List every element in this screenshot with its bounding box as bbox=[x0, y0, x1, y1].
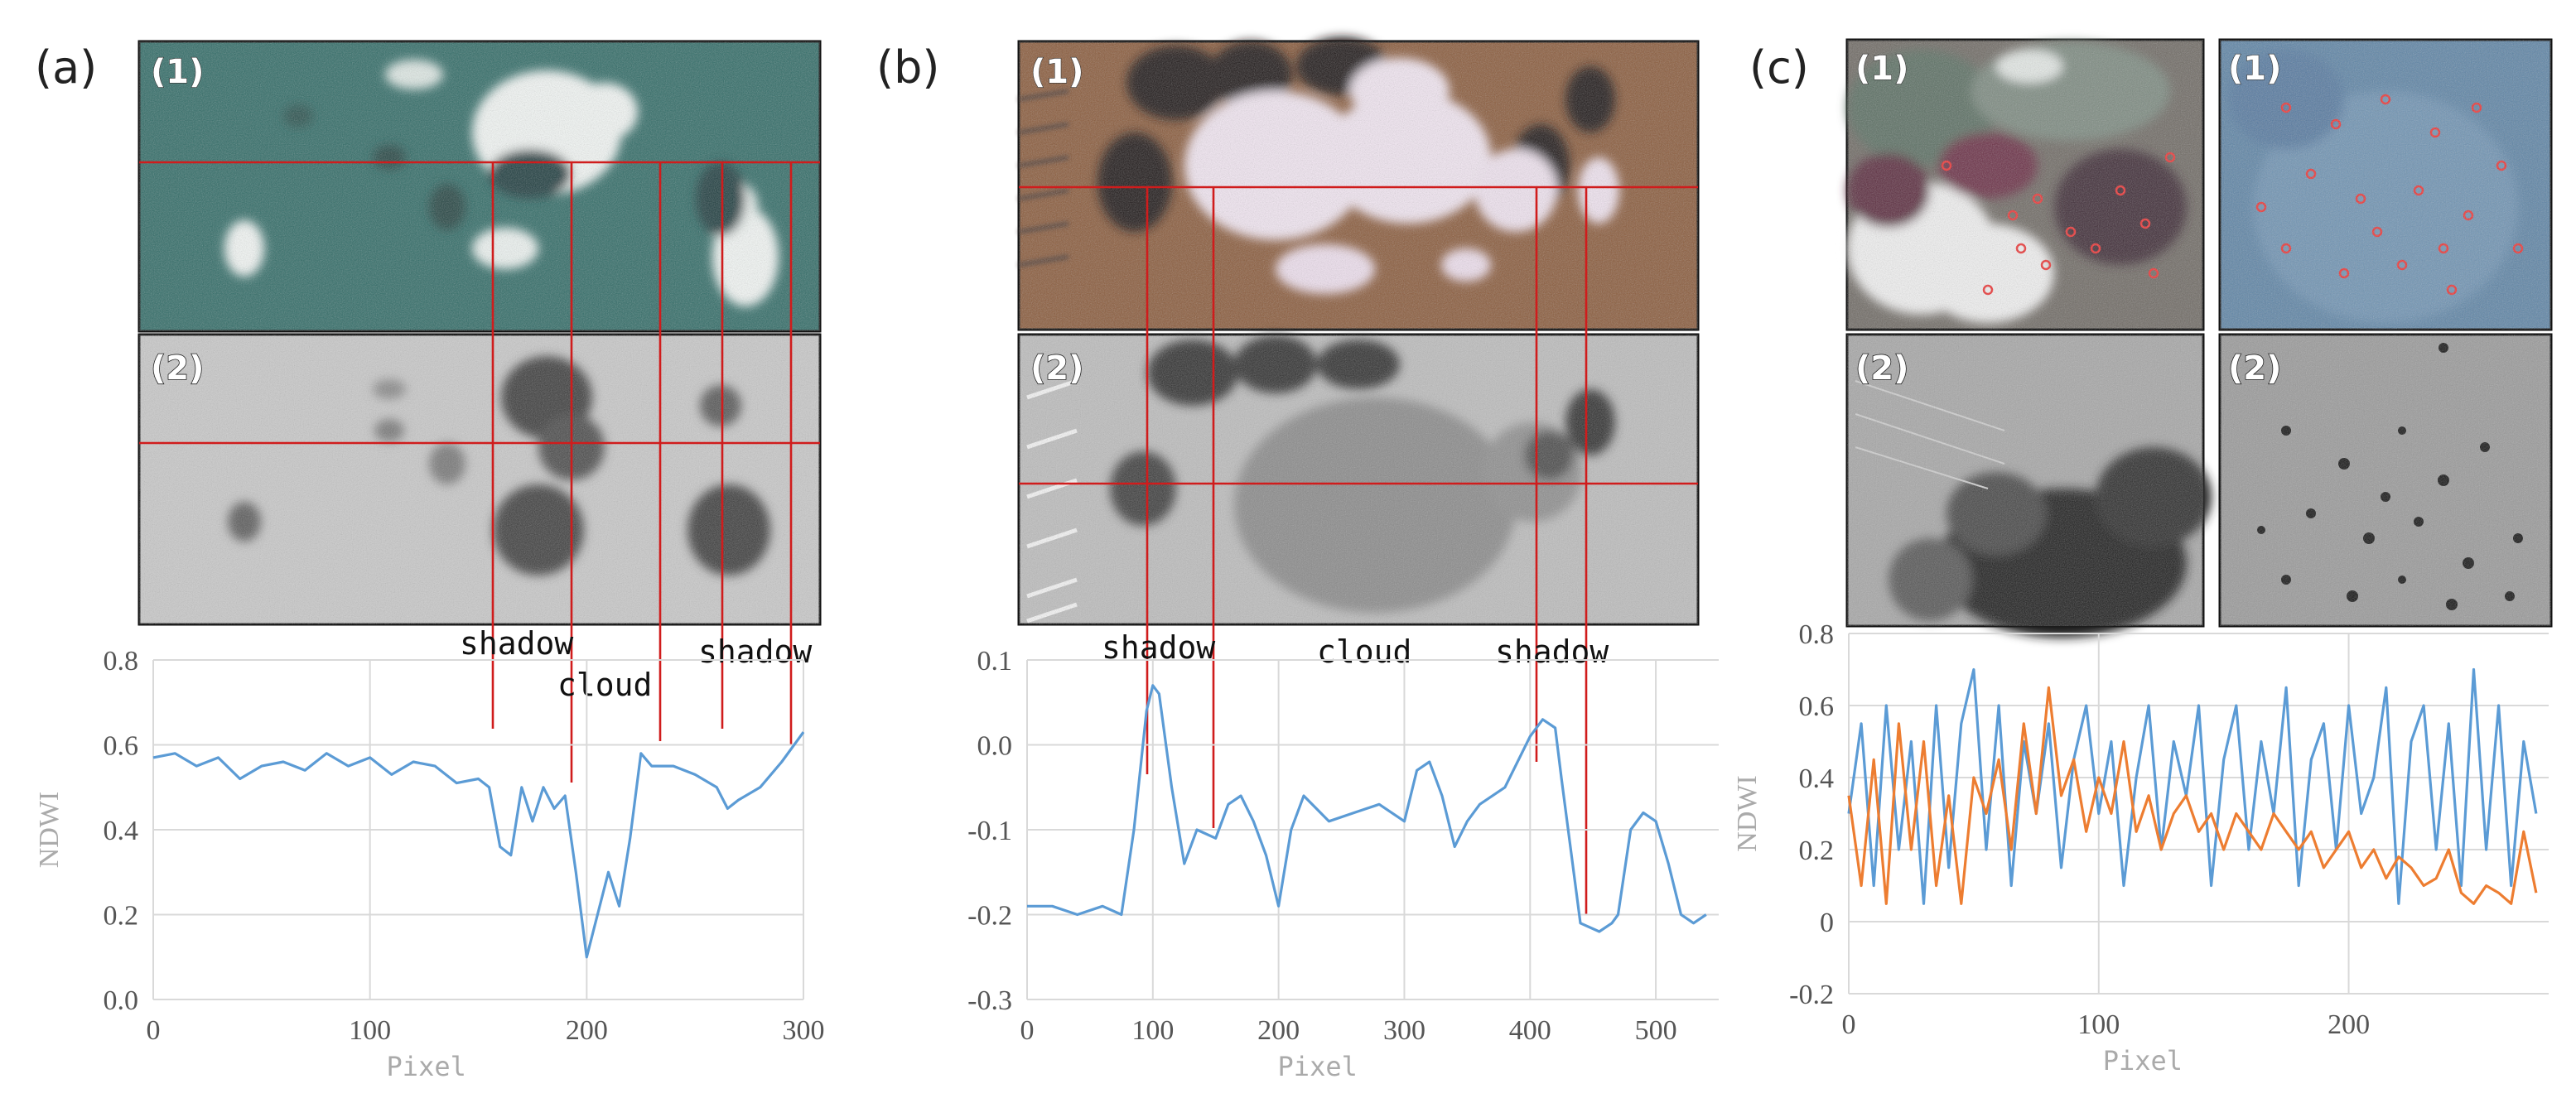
ytick-label-c-0: -0.2 bbox=[1789, 980, 1834, 1010]
ytick-label-b-4: 0.1 bbox=[977, 646, 1013, 677]
ytick-label-b-1: -0.2 bbox=[967, 901, 1012, 932]
ytick-label-a-1: 0.2 bbox=[104, 901, 139, 932]
xtick-label-c-2: 200 bbox=[2328, 1009, 2370, 1040]
panel-c-image-4: (2) bbox=[2218, 333, 2553, 628]
xlabel-b: Pixel bbox=[1278, 1051, 1358, 1082]
panel-a-red-lines bbox=[139, 161, 820, 783]
xtick-label-a-3: 300 bbox=[783, 1015, 825, 1046]
panel-b-annot-shadow-right: shadow bbox=[1495, 633, 1609, 670]
ytick-label-a-3: 0.6 bbox=[104, 731, 139, 762]
panel-b: (b) (1) bbox=[876, 37, 1719, 1082]
panel-a: (a) (1) bbox=[34, 40, 825, 1082]
ylabel-a: NDWI bbox=[34, 792, 65, 869]
panel-a-img1-label: (1) bbox=[151, 53, 204, 91]
xtick-label-b-5: 500 bbox=[1635, 1015, 1677, 1046]
ytick-label-c-5: 0.8 bbox=[1799, 619, 1835, 650]
panel-c: (c) (1) bbox=[1732, 38, 2553, 1077]
ytick-label-c-3: 0.4 bbox=[1799, 763, 1835, 794]
panel-c-img4-label: (2) bbox=[2228, 349, 2281, 388]
panel-b-img2-label: (2) bbox=[1030, 349, 1083, 388]
panel-c-image-2: (2) bbox=[1845, 333, 2212, 638]
ytick-label-b-2: -0.1 bbox=[967, 816, 1012, 846]
xtick-label-b-4: 400 bbox=[1509, 1015, 1551, 1046]
panel-b-image-1: (1) bbox=[1017, 37, 1700, 331]
ytick-label-c-1: 0 bbox=[1820, 908, 1834, 938]
xtick-label-b-3: 300 bbox=[1383, 1015, 1425, 1046]
panel-c-image-1: (1) bbox=[1845, 38, 2205, 331]
xtick-label-b-1: 100 bbox=[1131, 1015, 1174, 1046]
ytick-label-a-2: 0.4 bbox=[104, 816, 139, 846]
ylabel-c: NDWI bbox=[1732, 775, 1763, 852]
panel-a-image-2: (2) bbox=[137, 333, 822, 626]
panel-a-annot-cloud: cloud bbox=[557, 667, 652, 703]
xtick-label-a-1: 100 bbox=[349, 1015, 391, 1046]
ytick-label-c-2: 0.2 bbox=[1799, 836, 1835, 866]
panel-letter-a: (a) bbox=[35, 41, 97, 94]
xtick-label-a-0: 0 bbox=[147, 1015, 161, 1046]
panel-c-img1-label: (1) bbox=[1855, 50, 1908, 88]
xlabel-c: Pixel bbox=[2103, 1045, 2183, 1077]
ytick-label-c-4: 0.6 bbox=[1799, 691, 1835, 722]
ytick-label-a-4: 0.8 bbox=[104, 646, 139, 677]
xtick-label-a-2: 200 bbox=[566, 1015, 608, 1046]
ytick-label-b-3: 0.0 bbox=[977, 731, 1013, 762]
panel-letter-c: (c) bbox=[1749, 41, 1809, 94]
ytick-label-a-0: 0.0 bbox=[104, 985, 139, 1016]
panel-c-image-3: (1) bbox=[2218, 38, 2553, 331]
panel-a-annot-shadow-left: shadow bbox=[460, 625, 573, 662]
panel-a-annot-shadow-right: shadow bbox=[698, 633, 812, 670]
panel-letter-b: (b) bbox=[876, 41, 939, 94]
xtick-label-c-1: 100 bbox=[2077, 1009, 2120, 1040]
panel-a-image-1: (1) bbox=[137, 40, 822, 333]
ytick-label-b-0: -0.3 bbox=[967, 985, 1012, 1016]
panel-c-img3-label: (1) bbox=[2228, 50, 2281, 88]
series-line-a-0 bbox=[152, 731, 805, 959]
chart-a: 0.0 0.2 0.4 0.6 0.8 0 100 200 300 Pixel NDWI bbox=[34, 646, 825, 1082]
panel-c-img2-label: (2) bbox=[1855, 349, 1908, 388]
panel-b-red-lines bbox=[1019, 185, 1698, 915]
xtick-label-b-2: 200 bbox=[1257, 1015, 1300, 1046]
chart-b: -0.3 -0.2 -0.1 0.0 0.1 0 100 200 300 400 500 Pixel bbox=[967, 646, 1719, 1082]
xtick-label-b-0: 0 bbox=[1020, 1015, 1035, 1046]
chart-c: -0.2 0 0.2 0.4 0.6 0.8 0 100 200 Pixel NDWI bbox=[1732, 619, 2549, 1077]
xtick-label-c-0: 0 bbox=[1842, 1009, 1856, 1040]
series-line-c-0 bbox=[1847, 667, 2538, 905]
panel-b-image-2: (2) bbox=[1017, 333, 1700, 626]
panel-a-img2-label: (2) bbox=[151, 349, 204, 388]
xlabel-a: Pixel bbox=[387, 1051, 466, 1082]
series-line-c-1 bbox=[1847, 686, 2538, 905]
series-line-b-0 bbox=[1027, 684, 1707, 933]
panel-b-img1-label: (1) bbox=[1030, 53, 1083, 91]
panel-b-annot-cloud: cloud bbox=[1317, 633, 1411, 670]
